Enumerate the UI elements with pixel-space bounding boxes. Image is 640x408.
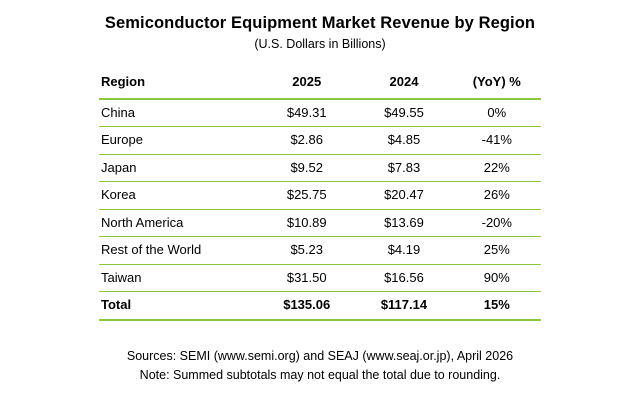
- footer: Sources: SEMI (www.semi.org) and SEAJ (w…: [0, 347, 640, 385]
- table-row: Rest of the World $5.23 $4.19 25%: [99, 236, 541, 265]
- yoy-cell: 15%: [452, 291, 541, 321]
- value-2024-cell: $16.56: [355, 264, 453, 293]
- value-2025-cell: $5.23: [258, 236, 356, 265]
- region-cell: Korea: [99, 181, 259, 210]
- value-2024-cell: $117.14: [355, 291, 453, 321]
- value-2025-cell: $9.52: [258, 154, 356, 183]
- value-2025-cell: $2.86: [258, 126, 356, 155]
- value-2025-cell: $10.89: [258, 209, 356, 238]
- table-body: China $49.31 $49.55 0% Europe $2.86 $4.85 -41% J…: [99, 98, 541, 321]
- value-2025-cell: $31.50: [258, 264, 356, 293]
- region-cell: Europe: [99, 126, 259, 155]
- table-row: Taiwan $31.50 $16.56 90%: [99, 264, 541, 293]
- region-cell: Rest of the World: [99, 236, 259, 265]
- column-header-2025: 2025: [258, 69, 356, 100]
- yoy-cell: 22%: [452, 154, 541, 183]
- value-2025-cell: $49.31: [258, 98, 356, 128]
- region-cell: Taiwan: [99, 264, 259, 293]
- header-row: Region 2025 2024 (YoY) %: [99, 69, 541, 100]
- column-header-region: Region: [99, 69, 259, 100]
- column-header-2024: 2024: [355, 69, 453, 100]
- sources-text: Sources: SEMI (www.semi.org) and SEAJ (w…: [126, 348, 514, 363]
- table-row: China $49.31 $49.55 0%: [99, 98, 541, 128]
- region-cell: Japan: [99, 154, 259, 183]
- region-cell: Total: [99, 291, 259, 321]
- page-title: Semiconductor Equipment Market Revenue b…: [104, 14, 536, 32]
- yoy-cell: -20%: [452, 209, 541, 238]
- yoy-cell: -41%: [452, 126, 541, 155]
- value-2025-cell: $25.75: [258, 181, 356, 210]
- table-row: Korea $25.75 $20.47 26%: [99, 181, 541, 210]
- value-2025-cell: $135.06: [258, 291, 356, 321]
- value-2024-cell: $49.55: [355, 98, 453, 128]
- value-2024-cell: $13.69: [355, 209, 453, 238]
- value-2024-cell: $4.19: [355, 236, 453, 265]
- value-2024-cell: $7.83: [355, 154, 453, 183]
- region-cell: North America: [99, 209, 259, 238]
- yoy-cell: 0%: [452, 98, 541, 128]
- region-cell: China: [99, 98, 259, 128]
- revenue-table: Region 2025 2024 (YoY) % China $49.31 $49.…: [99, 69, 541, 321]
- table-row: North America $10.89 $13.69 -20%: [99, 209, 541, 238]
- value-2024-cell: $4.85: [355, 126, 453, 155]
- table-row: Japan $9.52 $7.83 22%: [99, 154, 541, 183]
- table-header: Region 2025 2024 (YoY) %: [99, 69, 541, 100]
- table-row: Total $135.06 $117.14 15%: [99, 291, 541, 321]
- yoy-cell: 25%: [452, 236, 541, 265]
- yoy-cell: 90%: [452, 264, 541, 293]
- yoy-cell: 26%: [452, 181, 541, 210]
- page-subtitle: (U.S. Dollars in Billions): [254, 37, 386, 51]
- table-row: Europe $2.86 $4.85 -41%: [99, 126, 541, 155]
- note-text: Note: Summed subtotals may not equal the…: [139, 367, 501, 382]
- column-header-yoy: (YoY) %: [452, 69, 541, 100]
- value-2024-cell: $20.47: [355, 181, 453, 210]
